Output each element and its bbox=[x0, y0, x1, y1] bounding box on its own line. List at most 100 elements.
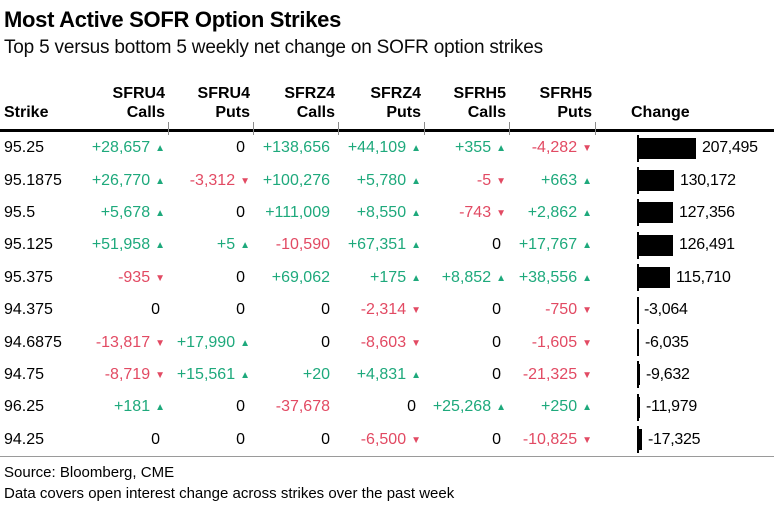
net-change-value: +181 bbox=[114, 398, 151, 416]
net-change-value: +44,109 bbox=[347, 139, 407, 157]
net-change-cell-sfrh5-puts: -21,325 ▼ bbox=[509, 366, 595, 384]
net-change-cell-sfrh5-puts: -10,825 ▼ bbox=[509, 431, 595, 449]
trend-arrow-icon: ▲ bbox=[411, 369, 421, 381]
change-bar-icon bbox=[637, 429, 642, 451]
net-change-value: 0 bbox=[492, 365, 501, 383]
strike-value: 94.75 bbox=[4, 365, 45, 383]
net-change-cell-sfrz4-calls: 0 bbox=[253, 431, 338, 449]
net-change-value: -4,282 bbox=[531, 139, 578, 157]
net-change-cell-sfru4-puts: 0 bbox=[168, 431, 253, 449]
net-change-value: +28,657 bbox=[91, 139, 151, 157]
net-change-cell-sfru4-calls: 0 bbox=[88, 431, 168, 449]
change-value: 127,356 bbox=[679, 203, 735, 221]
net-change-value: +67,351 bbox=[347, 236, 407, 254]
net-change-value: 0 bbox=[236, 268, 245, 286]
net-change-value: 0 bbox=[236, 398, 245, 416]
trend-arrow-icon: ▼ bbox=[411, 337, 421, 349]
trend-arrow-icon: ▼ bbox=[582, 305, 592, 317]
net-change-cell-sfrh5-calls: +25,268 ▲ bbox=[424, 398, 509, 416]
net-change-value: +111,009 bbox=[265, 203, 330, 221]
net-change-cell-sfrz4-puts: +4,831 ▲ bbox=[338, 366, 424, 384]
trend-arrow-icon: ▼ bbox=[496, 207, 506, 219]
net-change-cell-sfrh5-puts: +663 ▲ bbox=[509, 172, 595, 190]
trend-arrow-icon: ▲ bbox=[155, 143, 165, 155]
change-cell: 127,356 bbox=[595, 199, 774, 227]
change-value: 115,710 bbox=[676, 268, 731, 286]
trend-arrow-icon: ▲ bbox=[582, 240, 592, 252]
net-change-value: -5 bbox=[476, 171, 492, 189]
net-change-cell-sfrh5-puts: -4,282 ▼ bbox=[509, 139, 595, 157]
trend-arrow-icon: ▼ bbox=[496, 175, 506, 187]
table-bottom-border bbox=[0, 455, 774, 457]
change-bar-icon bbox=[637, 234, 673, 256]
column-header-sfrh5-calls: SFRH5 Calls bbox=[424, 84, 510, 135]
net-change-cell-sfru4-calls: +26,770 ▲ bbox=[88, 172, 168, 190]
change-bar-icon bbox=[637, 364, 640, 386]
change-bar-icon bbox=[637, 137, 696, 159]
net-change-cell-sfrz4-puts: -6,500 ▼ bbox=[338, 431, 424, 449]
net-change-value: -10,590 bbox=[275, 236, 330, 254]
trend-arrow-icon: ▲ bbox=[155, 207, 165, 219]
strike-value: 95.375 bbox=[4, 268, 53, 286]
strike-value: 94.6875 bbox=[4, 333, 62, 351]
net-change-value: -2,314 bbox=[360, 301, 407, 319]
net-change-cell-sfrh5-puts: +2,862 ▲ bbox=[509, 204, 595, 222]
column-header-sfru4-puts: SFRU4 Puts bbox=[168, 84, 254, 135]
net-change-cell-sfru4-calls: 0 bbox=[88, 301, 168, 319]
net-change-cell-sfrz4-puts: +67,351 ▲ bbox=[338, 236, 424, 254]
net-change-cell-sfrz4-puts: +5,780 ▲ bbox=[338, 172, 424, 190]
trend-arrow-icon: ▼ bbox=[155, 337, 165, 349]
net-change-value: +2,862 bbox=[527, 203, 578, 221]
trend-arrow-icon: ▲ bbox=[496, 143, 506, 155]
net-change-value: 0 bbox=[492, 430, 501, 448]
net-change-value: +38,556 bbox=[518, 268, 578, 286]
trend-arrow-icon: ▲ bbox=[411, 240, 421, 252]
net-change-value: -743 bbox=[459, 203, 492, 221]
strike-value: 95.1875 bbox=[4, 171, 62, 189]
net-change-cell-sfru4-puts: +5 ▲ bbox=[168, 236, 253, 254]
change-cell: -17,325 bbox=[595, 426, 774, 454]
net-change-cell-sfrz4-puts: +175 ▲ bbox=[338, 269, 424, 287]
strike-value: 95.125 bbox=[4, 236, 53, 254]
change-value: -6,035 bbox=[645, 333, 689, 351]
net-change-cell-sfrh5-puts: +17,767 ▲ bbox=[509, 236, 595, 254]
net-change-value: -1,605 bbox=[531, 333, 578, 351]
data-note: Data covers open interest change across … bbox=[4, 484, 455, 502]
net-change-value: -3,312 bbox=[189, 171, 236, 189]
net-change-cell-sfrz4-puts: +8,550 ▲ bbox=[338, 204, 424, 222]
net-change-value: +5,780 bbox=[356, 171, 407, 189]
net-change-cell-sfrz4-puts: -2,314 ▼ bbox=[338, 301, 424, 319]
table-row: 94.75 -8,719 ▼ +15,561 ▲ +20 +4,831 ▲ 0 -21… bbox=[0, 359, 774, 391]
trend-arrow-icon: ▲ bbox=[240, 369, 250, 381]
trend-arrow-icon: ▲ bbox=[240, 337, 250, 349]
net-change-value: 0 bbox=[321, 301, 330, 319]
trend-arrow-icon: ▲ bbox=[496, 272, 506, 284]
change-cell: -11,979 bbox=[595, 393, 774, 421]
net-change-cell-sfrz4-calls: -37,678 bbox=[253, 398, 338, 416]
table-row: 95.1875 +26,770 ▲ -3,312 ▼ +100,276 +5,780… bbox=[0, 164, 774, 196]
net-change-value: 0 bbox=[236, 139, 245, 157]
net-change-cell-sfrz4-calls: +20 bbox=[253, 366, 338, 384]
table-row: 96.25 +181 ▲ 0 -37,678 0 +25,268 ▲ +250 ▲ -… bbox=[0, 391, 774, 423]
trend-arrow-icon: ▼ bbox=[155, 272, 165, 284]
net-change-cell-sfrh5-puts: -750 ▼ bbox=[509, 301, 595, 319]
net-change-cell-sfrz4-calls: +69,062 bbox=[253, 269, 338, 287]
net-change-cell-sfrh5-puts: -1,605 ▼ bbox=[509, 334, 595, 352]
trend-arrow-icon: ▲ bbox=[582, 175, 592, 187]
net-change-cell-sfru4-calls: -935 ▼ bbox=[88, 269, 168, 287]
net-change-cell-sfrh5-calls: -743 ▼ bbox=[424, 204, 509, 222]
change-cell: 207,495 bbox=[595, 134, 774, 162]
net-change-value: +5,678 bbox=[100, 203, 151, 221]
net-change-cell-sfru4-puts: 0 bbox=[168, 269, 253, 287]
trend-arrow-icon: ▲ bbox=[496, 402, 506, 414]
net-change-cell-sfru4-calls: +181 ▲ bbox=[88, 398, 168, 416]
change-value: -9,632 bbox=[646, 365, 690, 383]
column-header-sfru4-calls: SFRU4 Calls bbox=[88, 84, 169, 135]
net-change-cell-sfrz4-calls: 0 bbox=[253, 334, 338, 352]
change-cell: 130,172 bbox=[595, 167, 774, 195]
net-change-value: -6,500 bbox=[360, 430, 407, 448]
column-header-type: Calls bbox=[296, 104, 335, 121]
net-change-value: +250 bbox=[541, 398, 578, 416]
net-change-value: 0 bbox=[151, 430, 160, 448]
